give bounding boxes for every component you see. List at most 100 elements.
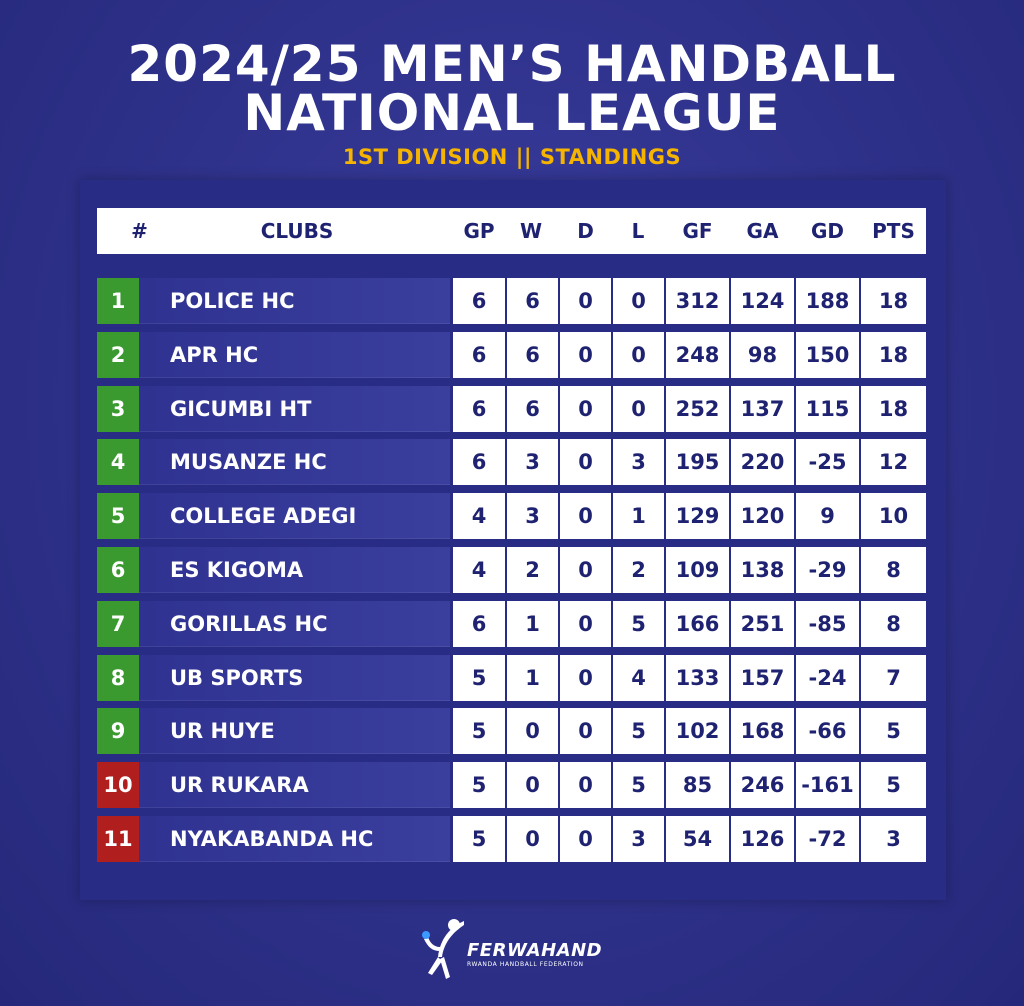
stat-gp: 6 xyxy=(453,439,505,485)
title-line-2: NATIONAL LEAGUE xyxy=(243,84,781,142)
club-name: GORILLAS HC xyxy=(170,612,328,636)
stat-gd: -85 xyxy=(796,601,859,647)
stat-w: 1 xyxy=(507,655,558,701)
club-bar xyxy=(139,816,450,862)
stat-d: 0 xyxy=(560,386,611,432)
header-pts: PTS xyxy=(872,219,915,243)
club-bar xyxy=(139,493,450,539)
stat-gf: 54 xyxy=(666,816,729,862)
stat-d: 0 xyxy=(560,439,611,485)
table-row: 11 NYAKABANDA HC 5 0 0 3 54 126 -72 3 xyxy=(97,816,926,862)
stat-w: 6 xyxy=(507,332,558,378)
stat-w: 3 xyxy=(507,493,558,539)
stat-w: 6 xyxy=(507,278,558,324)
stat-ga: 124 xyxy=(731,278,794,324)
club-bar xyxy=(139,708,450,754)
header-d: D xyxy=(577,219,594,243)
stat-l: 5 xyxy=(613,601,664,647)
logo-tagline: RWANDA HANDBALL FEDERATION xyxy=(467,961,584,968)
stat-d: 0 xyxy=(560,655,611,701)
rank-badge: 11 xyxy=(97,816,139,862)
stat-w: 1 xyxy=(507,601,558,647)
stat-d: 0 xyxy=(560,493,611,539)
stat-w: 0 xyxy=(507,816,558,862)
header-ga: GA xyxy=(746,219,779,243)
stat-gp: 6 xyxy=(453,278,505,324)
stat-d: 0 xyxy=(560,762,611,808)
rank-badge: 9 xyxy=(97,708,139,754)
stat-w: 0 xyxy=(507,762,558,808)
stat-pts: 18 xyxy=(861,332,926,378)
table-row: 2 APR HC 6 6 0 0 248 98 150 18 xyxy=(97,332,926,378)
stat-pts: 5 xyxy=(861,708,926,754)
stat-gf: 252 xyxy=(666,386,729,432)
stat-ga: 220 xyxy=(731,439,794,485)
header-club: CLUBS xyxy=(260,219,334,243)
stat-d: 0 xyxy=(560,332,611,378)
stat-d: 0 xyxy=(560,547,611,593)
club-bar xyxy=(139,547,450,593)
stat-pts: 10 xyxy=(861,493,926,539)
stat-pts: 18 xyxy=(861,278,926,324)
stat-gf: 248 xyxy=(666,332,729,378)
club-bar xyxy=(139,439,450,485)
club-bar xyxy=(139,762,450,808)
stat-gf: 312 xyxy=(666,278,729,324)
table-row: 10 UR RUKARA 5 0 0 5 85 246 -161 5 xyxy=(97,762,926,808)
header-gd: GD xyxy=(810,219,845,243)
header-l: L xyxy=(631,219,645,243)
stat-gf: 102 xyxy=(666,708,729,754)
stat-l: 2 xyxy=(613,547,664,593)
stat-w: 6 xyxy=(507,386,558,432)
club-name: NYAKABANDA HC xyxy=(170,827,374,851)
rank-badge: 7 xyxy=(97,601,139,647)
stat-gd: -29 xyxy=(796,547,859,593)
club-name: GICUMBI HT xyxy=(170,397,312,421)
header-gf: GF xyxy=(682,219,713,243)
header-w: W xyxy=(519,219,543,243)
handball-player-icon xyxy=(422,919,464,979)
club-name: UB SPORTS xyxy=(170,666,304,690)
stat-l: 5 xyxy=(613,708,664,754)
stat-gd: 9 xyxy=(796,493,859,539)
rank-badge: 10 xyxy=(97,762,139,808)
table-row: 6 ES KIGOMA 4 2 0 2 109 138 -29 8 xyxy=(97,547,926,593)
header-gp: GP xyxy=(463,219,495,243)
rank-badge: 6 xyxy=(97,547,139,593)
rank-badge: 4 xyxy=(97,439,139,485)
stat-l: 1 xyxy=(613,493,664,539)
stat-gp: 6 xyxy=(453,386,505,432)
stat-pts: 3 xyxy=(861,816,926,862)
stat-l: 0 xyxy=(613,332,664,378)
rank-badge: 3 xyxy=(97,386,139,432)
club-name: COLLEGE ADEGI xyxy=(170,504,357,528)
stat-pts: 8 xyxy=(861,601,926,647)
stat-d: 0 xyxy=(560,816,611,862)
stat-gp: 6 xyxy=(453,332,505,378)
stat-gd: -25 xyxy=(796,439,859,485)
stat-d: 0 xyxy=(560,278,611,324)
stat-gd: -24 xyxy=(796,655,859,701)
table-row: 8 UB SPORTS 5 1 0 4 133 157 -24 7 xyxy=(97,655,926,701)
stat-ga: 251 xyxy=(731,601,794,647)
table-row: 1 POLICE HC 6 6 0 0 312 124 188 18 xyxy=(97,278,926,324)
ferwahand-logo: FERWAHAND RWANDA HANDBALL FEDERATION xyxy=(420,917,603,987)
stat-gd: -72 xyxy=(796,816,859,862)
rank-badge: 2 xyxy=(97,332,139,378)
stat-l: 0 xyxy=(613,278,664,324)
stat-ga: 137 xyxy=(731,386,794,432)
stat-gf: 133 xyxy=(666,655,729,701)
club-name: ES KIGOMA xyxy=(170,558,304,582)
stat-l: 3 xyxy=(613,816,664,862)
stat-gf: 166 xyxy=(666,601,729,647)
stat-ga: 138 xyxy=(731,547,794,593)
subtitle: 1ST DIVISION || STANDINGS xyxy=(342,145,682,169)
header-rank: # xyxy=(131,219,148,243)
logo-name: FERWAHAND xyxy=(467,940,603,961)
stat-gp: 4 xyxy=(453,493,505,539)
club-bar xyxy=(139,601,450,647)
stat-gd: 150 xyxy=(796,332,859,378)
stat-l: 3 xyxy=(613,439,664,485)
stat-d: 0 xyxy=(560,708,611,754)
rank-badge: 8 xyxy=(97,655,139,701)
